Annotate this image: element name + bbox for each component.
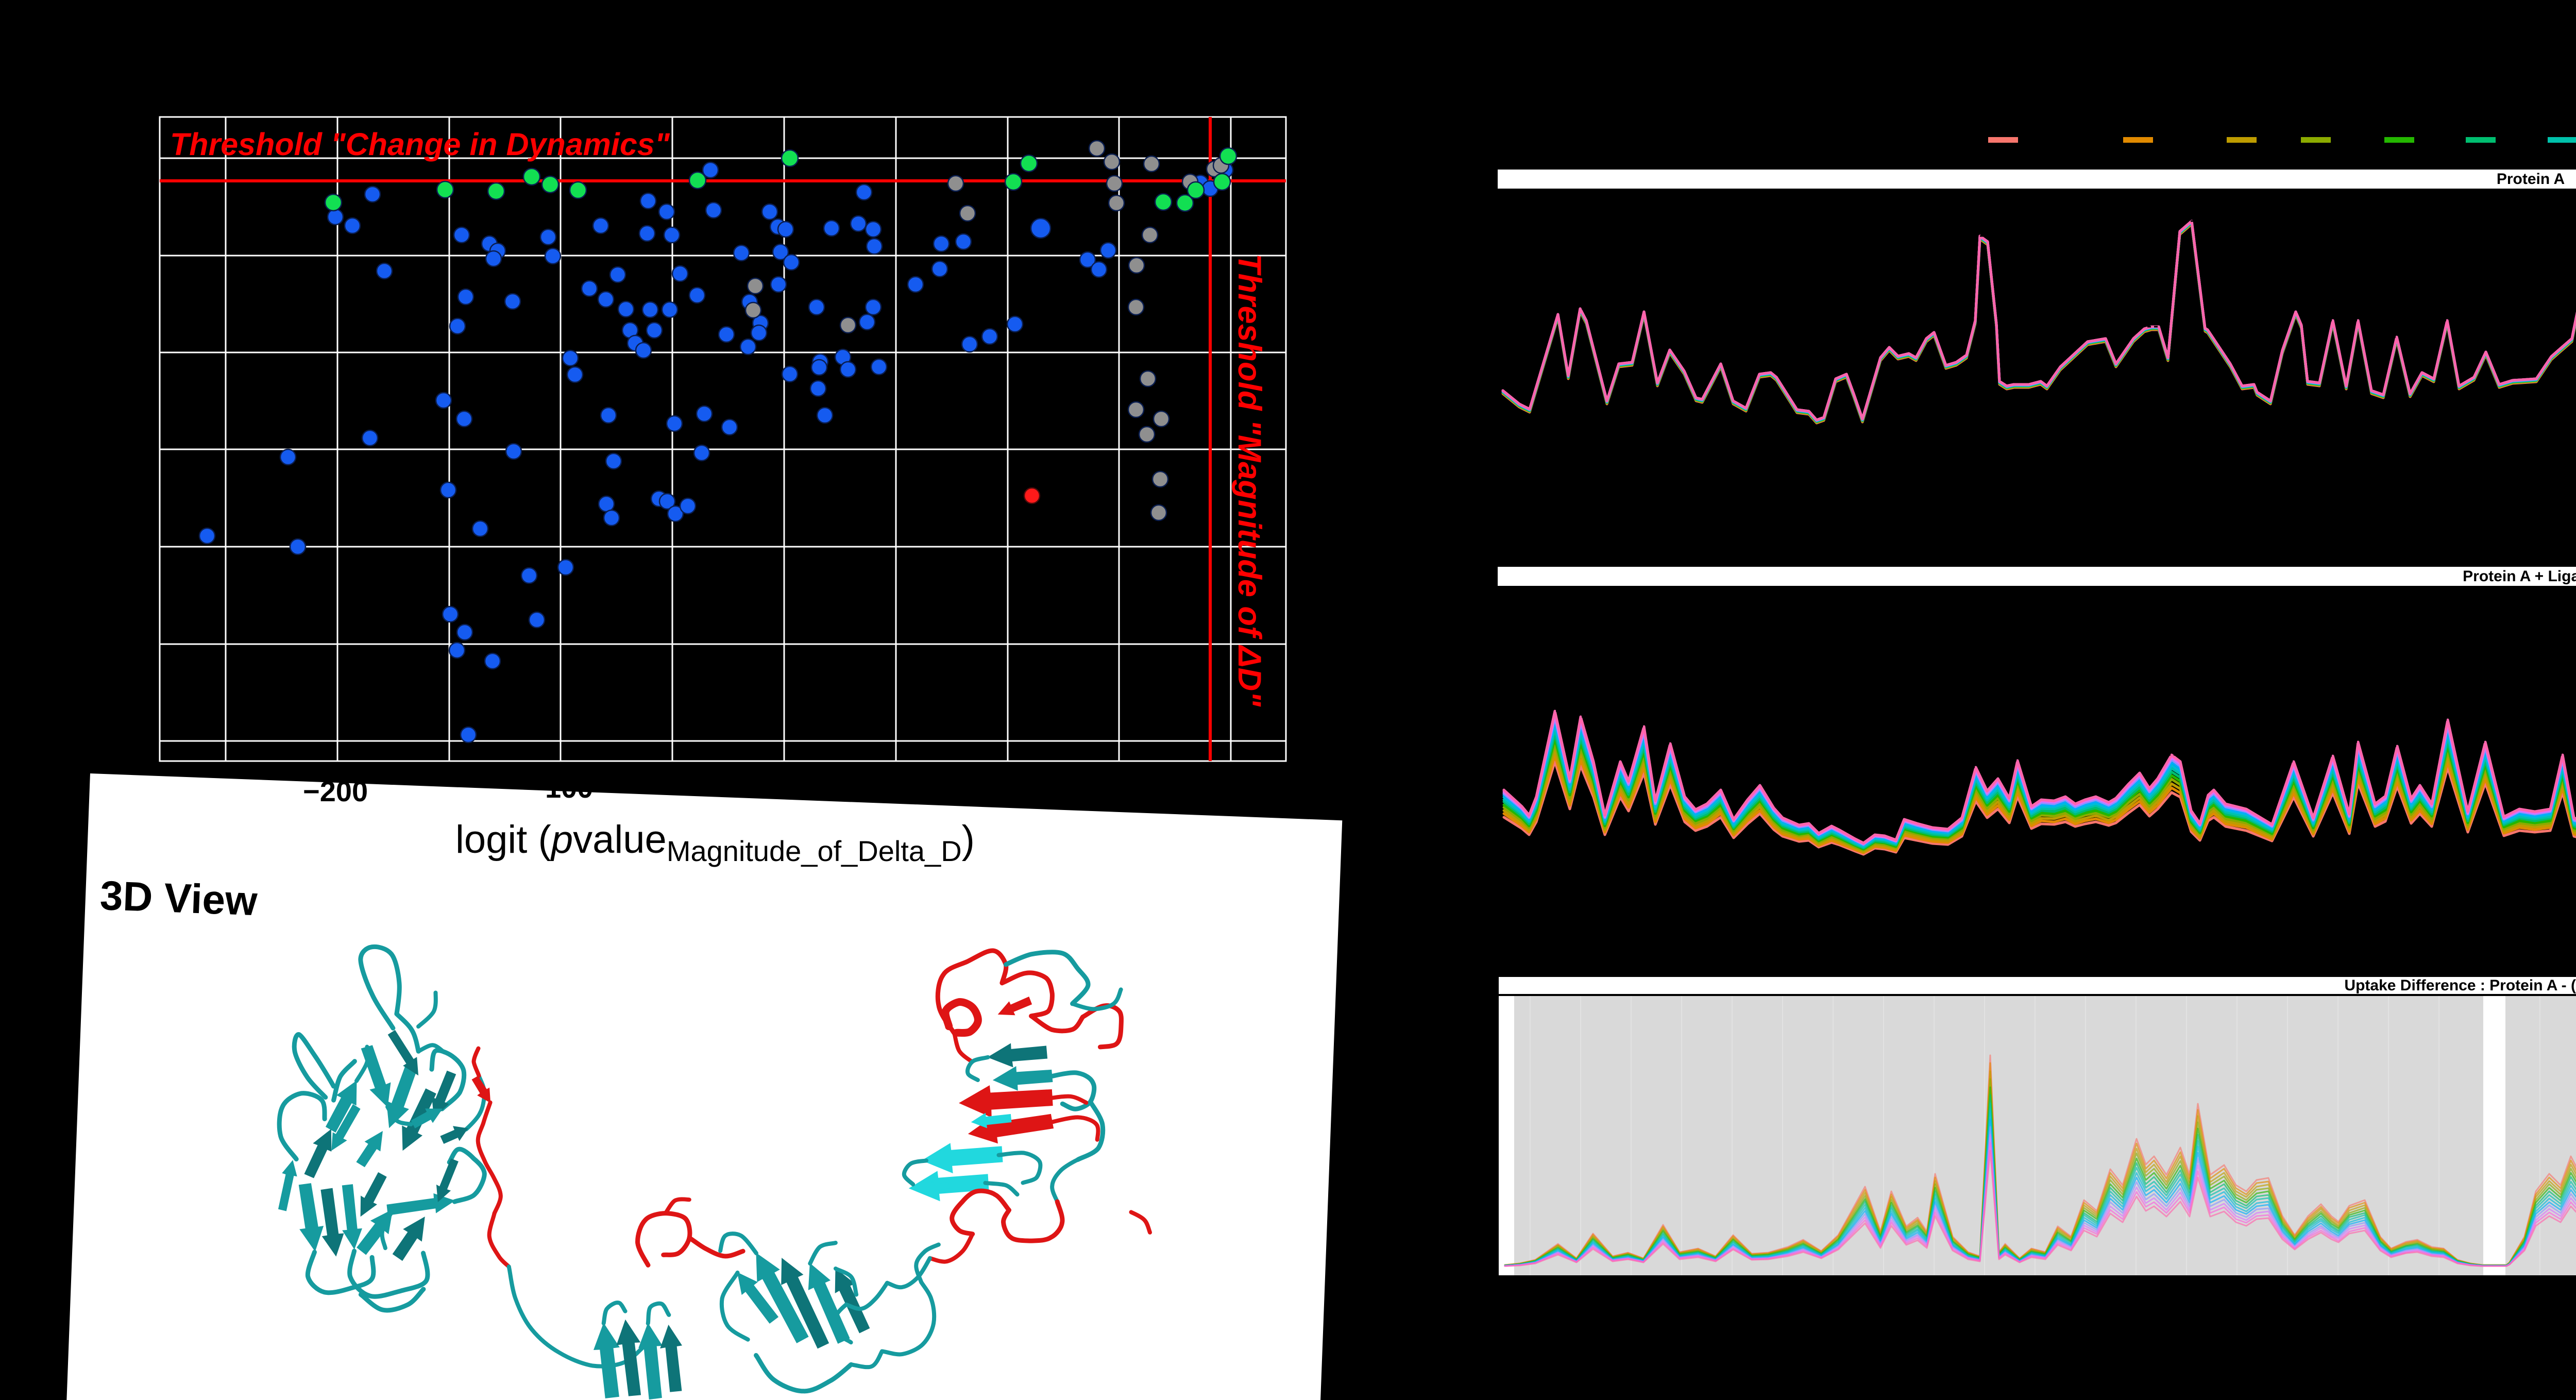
- svg-text:Uptake Difference : Protein A: Uptake Difference : Protein A - (Protein…: [2344, 977, 2576, 994]
- svg-text:Protein A: Protein A: [2497, 171, 2565, 188]
- svg-text:Threshold "Change in Dynamics": Threshold "Change in Dynamics": [170, 127, 670, 162]
- svg-text:Protein A + Ligand: Protein A + Ligand: [2463, 568, 2576, 585]
- svg-text:Threshold "Magnitude of ΔD": Threshold "Magnitude of ΔD": [1231, 254, 1267, 707]
